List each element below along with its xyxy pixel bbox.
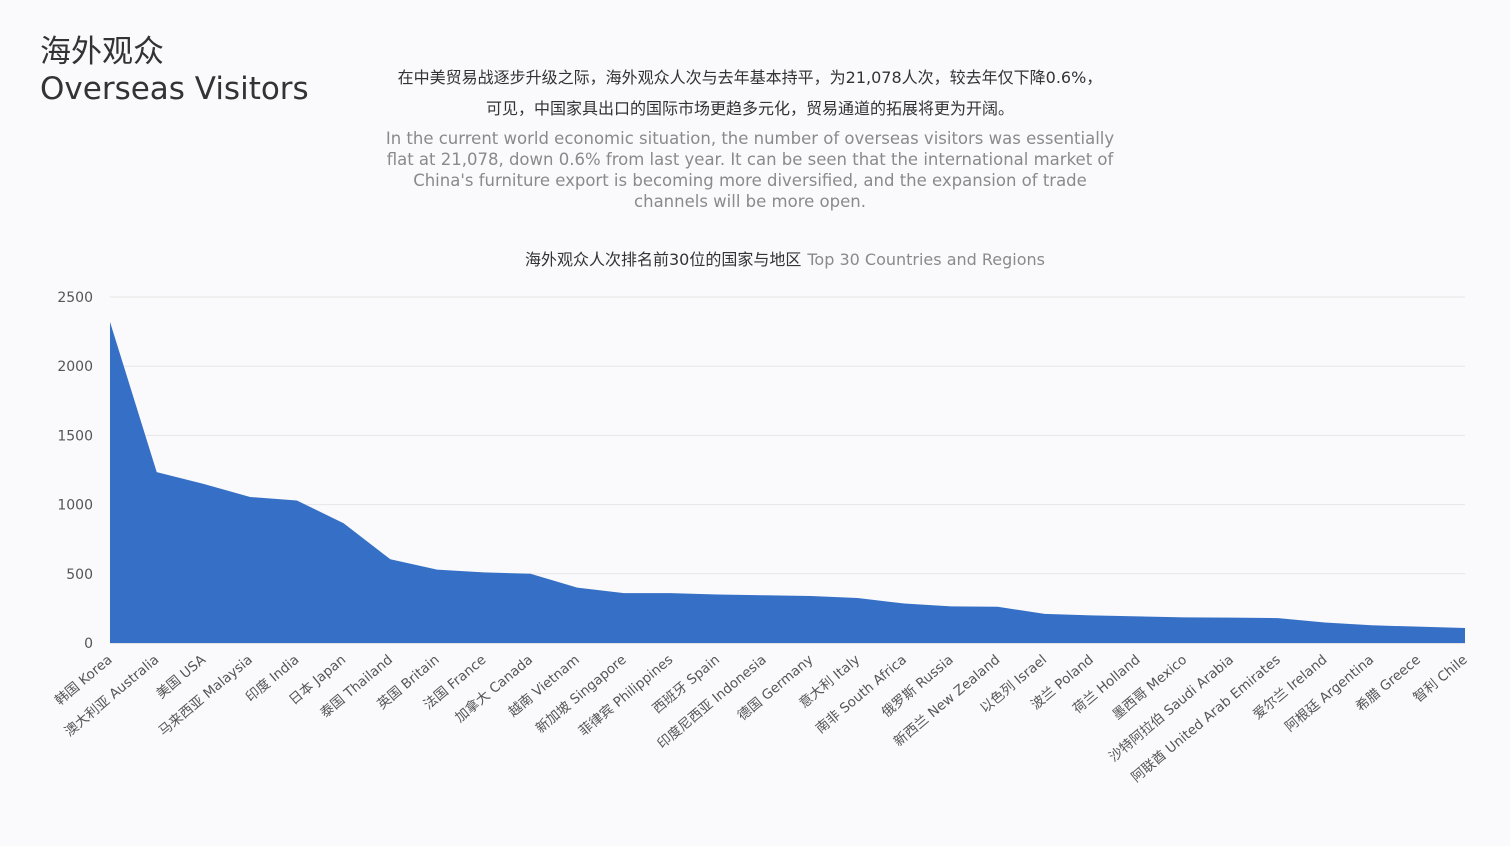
x-tick-label: 加拿大 Canada [451,651,536,726]
y-axis: 0 500 1000 1500 2000 2500 [57,290,93,652]
page-title-cn: 海外观众 [40,34,164,70]
page-title: 海外观众 Overseas Visitors [40,34,309,108]
summary-cn-line-2: 可见，中国家具出口的国际市场更趋多元化，贸易通道的拓展将更为开阔。 [485,99,1014,118]
chart-title-cn: 海外观众人次排名前30位的国家与地区 [525,250,801,269]
summary-cn: 在中美贸易战逐步升级之际，海外观众人次与去年基本持平，为21,078人次，较去年… [350,62,1150,124]
chart-title: 海外观众人次排名前30位的国家与地区 Top 30 Countries and R… [525,250,1045,269]
y-tick-label: 1000 [57,498,93,514]
y-tick-label: 2500 [57,290,93,306]
y-tick-label: 500 [66,567,93,583]
series-area [110,321,1465,643]
summary-block: 在中美贸易战逐步升级之际，海外观众人次与去年基本持平，为21,078人次，较去年… [350,62,1150,212]
y-tick-label: 2000 [57,359,93,375]
summary-cn-line-1: 在中美贸易战逐步升级之际，海外观众人次与去年基本持平，为21,078人次，较去年… [397,68,1103,87]
chart-title-en: Top 30 Countries and Regions [806,250,1045,269]
y-tick-label: 0 [84,636,93,652]
series-area-path [110,321,1465,643]
page-title-en: Overseas Visitors [40,71,309,107]
y-tick-label: 1500 [57,428,93,444]
summary-en: In the current world economic situation,… [385,129,1115,211]
